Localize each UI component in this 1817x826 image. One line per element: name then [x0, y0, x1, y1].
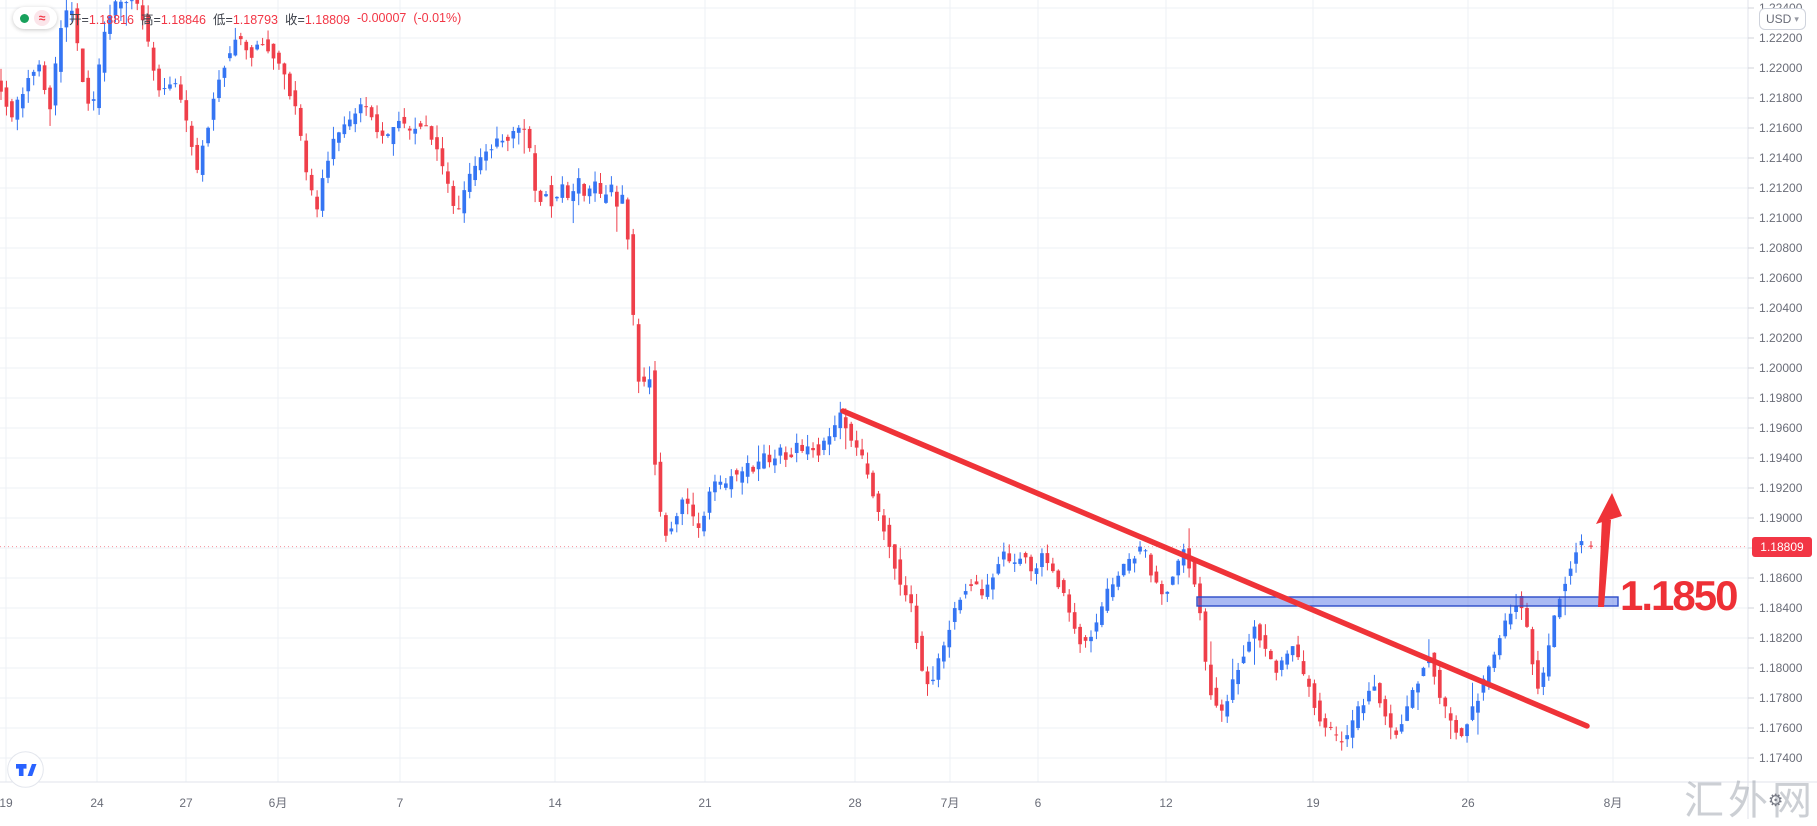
price-axis-label: 1.19200: [1759, 481, 1803, 495]
currency-dropdown[interactable]: USD ▾: [1759, 8, 1806, 30]
time-axis-label: 12: [1159, 796, 1173, 810]
candles: [0, 0, 1593, 751]
support-zone[interactable]: [1196, 596, 1619, 607]
up-arrow-head[interactable]: [1596, 493, 1622, 524]
time-axis-label: 6: [1034, 796, 1042, 810]
legend-close: 收=1.18809: [285, 12, 350, 27]
legend-change: -0.00007: [357, 11, 407, 25]
time-axis-label: 24: [90, 796, 104, 810]
legend-low: 低=1.18793: [213, 12, 278, 27]
time-axis-label: 8月: [1603, 796, 1623, 810]
price-axis-label: 1.18000: [1759, 661, 1803, 675]
price-axis-label: 1.19400: [1759, 451, 1803, 465]
price-axis-label: 1.20200: [1759, 331, 1803, 345]
price-axis-label: 1.21800: [1759, 91, 1803, 105]
price-axis-label: 1.18400: [1759, 601, 1803, 615]
price-axis-label: 1.20400: [1759, 301, 1803, 315]
price-axis-label: 1.21600: [1759, 121, 1803, 135]
tradingview-logo[interactable]: [7, 751, 44, 788]
price-axis-label: 1.20800: [1759, 241, 1803, 255]
up-arrow-shaft[interactable]: [1598, 518, 1611, 607]
axis-ticks: [1748, 7, 1754, 759]
time-axis-label: 28: [848, 796, 862, 810]
price-axis-label: 1.20000: [1759, 361, 1803, 375]
price-axis-label: 1.19000: [1759, 511, 1803, 525]
time-axis-label: 27: [179, 796, 193, 810]
price-axis-label: 1.21400: [1759, 151, 1803, 165]
legend-change-pct: (-0.01%): [413, 11, 462, 25]
gridlines: [0, 0, 1748, 782]
price-axis-label: 1.21200: [1759, 181, 1803, 195]
price-axis-label: 1.22000: [1759, 61, 1803, 75]
time-axis-label: 21: [698, 796, 712, 810]
time-axis-label: 14: [548, 796, 562, 810]
gear-icon[interactable]: ⚙: [1768, 791, 1784, 810]
time-axis-label: 6月: [268, 796, 288, 810]
approx-icon: ≈: [34, 10, 50, 26]
last-price-badge: 1.18809: [1752, 536, 1812, 557]
chevron-down-icon: ▾: [1794, 14, 1799, 24]
support-price-label[interactable]: 1.1850: [1620, 572, 1738, 619]
price-axis-label: 1.19800: [1759, 391, 1803, 405]
price-axis-label: 1.18600: [1759, 571, 1803, 585]
status-dot-icon: [20, 13, 29, 23]
price-axis-label: 1.17600: [1759, 721, 1803, 735]
legend-open: 开=1.18816: [69, 12, 134, 27]
time-axis-label: 7月: [940, 796, 960, 810]
symbol-marker[interactable]: ≈: [13, 7, 57, 29]
time-axis-label: 19: [0, 796, 13, 810]
legend-high: 高=1.18846: [141, 12, 206, 27]
time-axis-label: 7: [396, 796, 404, 810]
price-axis-label: 1.19600: [1759, 421, 1803, 435]
time-axis-label: 26: [1461, 796, 1475, 810]
currency-label: USD: [1766, 12, 1792, 26]
trendline[interactable]: [840, 408, 1590, 729]
price-axis-label: 1.18200: [1759, 631, 1803, 645]
ohlc-legend: ≈ 开=1.18816 高=1.18846 低=1.18793 收=1.1880…: [13, 7, 468, 29]
price-axis-label: 1.21000: [1759, 211, 1803, 225]
price-axis-label: 1.17400: [1759, 751, 1803, 765]
price-axis-label: 1.17800: [1759, 691, 1803, 705]
price-axis-label: 1.22200: [1759, 31, 1803, 45]
time-axis-label: 19: [1306, 796, 1320, 810]
price-axis-label: 1.20600: [1759, 271, 1803, 285]
